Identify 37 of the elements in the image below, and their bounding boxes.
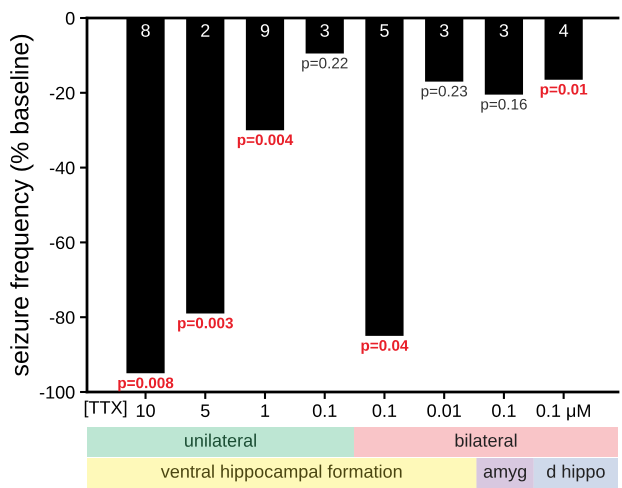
annotation: p=0.003 <box>178 318 233 332</box>
annotation: p=0.008 <box>118 377 174 392</box>
annotation: p=0.22 <box>302 58 348 72</box>
annotation: 3 <box>320 24 329 37</box>
annotation: 3 <box>500 24 508 37</box>
annotation: 3 <box>440 24 448 37</box>
text: bilateral <box>456 434 516 447</box>
annotation: p=0.01 <box>540 84 588 98</box>
text: [TTX] <box>84 400 126 418</box>
annotation: p=0.23 <box>422 86 468 100</box>
x-tick-label: 0.1 μM <box>536 404 590 420</box>
x-tick-label: 1 <box>261 404 270 417</box>
x-tick-label: 0.1 <box>492 404 516 418</box>
y-axis-title: seizure frequency (% baseline) <box>10 34 34 376</box>
y-tick-label: 0 <box>66 12 74 25</box>
text: amyg <box>484 468 526 482</box>
x-tick-label: 0.1 <box>312 404 336 418</box>
y-tick-label: -60 <box>50 236 74 250</box>
annotation: 4 <box>559 24 568 37</box>
annotation: 9 <box>260 24 270 37</box>
text: unilateral <box>185 434 256 447</box>
x-tick-label: 10 <box>136 404 155 418</box>
annotation: 5 <box>380 24 389 37</box>
y-tick-label: -40 <box>50 162 74 174</box>
y-tick-label: -20 <box>50 86 74 100</box>
annotation: 2 <box>201 24 210 37</box>
annotation: p=0.04 <box>361 340 408 354</box>
text: ventral hippocampal formation <box>160 464 402 482</box>
text: d hippo <box>547 464 605 482</box>
annotation: 8 <box>141 24 150 37</box>
x-tick-label: 5 <box>200 404 210 418</box>
y-tick-label: -80 <box>50 311 74 324</box>
x-tick-label: 0.01 <box>427 404 461 418</box>
annotation: p=0.16 <box>481 98 527 113</box>
y-tick-label: -100 <box>40 386 74 399</box>
annotation: p=0.004 <box>238 134 294 148</box>
x-tick-label: 0.1 <box>372 404 396 418</box>
